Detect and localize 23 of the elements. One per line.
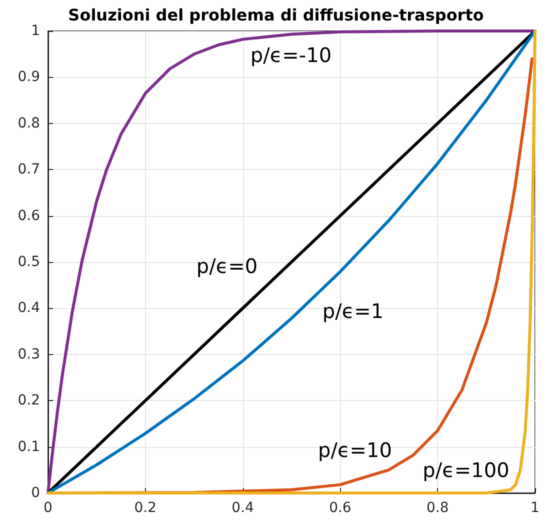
y-tick-label: 0.3 — [18, 346, 40, 362]
y-tick-label: 0.2 — [18, 392, 40, 409]
annotation: p/ϵ=1 — [322, 299, 384, 323]
y-tick-label: 0.1 — [18, 438, 40, 455]
y-tick-label: 0.5 — [18, 254, 40, 270]
y-tick-label: 0.7 — [18, 162, 40, 178]
y-tick-label: 0 — [31, 485, 40, 501]
y-tick-label: 0.9 — [18, 69, 40, 86]
chart-title: Soluzioni del problema di diffusione-trasporto — [68, 6, 484, 24]
y-tick-label: 1 — [31, 23, 40, 39]
x-tick-label: 0.6 — [329, 500, 352, 516]
annotation: p/ϵ=0 — [196, 254, 258, 278]
x-tick-label: 0.8 — [426, 500, 449, 516]
y-tick-label: 0.6 — [18, 208, 40, 224]
x-tick-label: 0 — [44, 500, 52, 516]
annotation: p/ϵ=-10 — [250, 43, 332, 67]
x-tick-label: 0.4 — [232, 500, 254, 516]
x-tick-label: 1 — [530, 500, 540, 516]
x-tick-label: 0.2 — [134, 500, 157, 516]
y-tick-label: 0.4 — [18, 300, 40, 316]
annotation: p/ϵ=10 — [318, 438, 392, 462]
annotation: p/ϵ=100 — [422, 458, 510, 482]
y-tick-label: 0.8 — [18, 115, 40, 132]
